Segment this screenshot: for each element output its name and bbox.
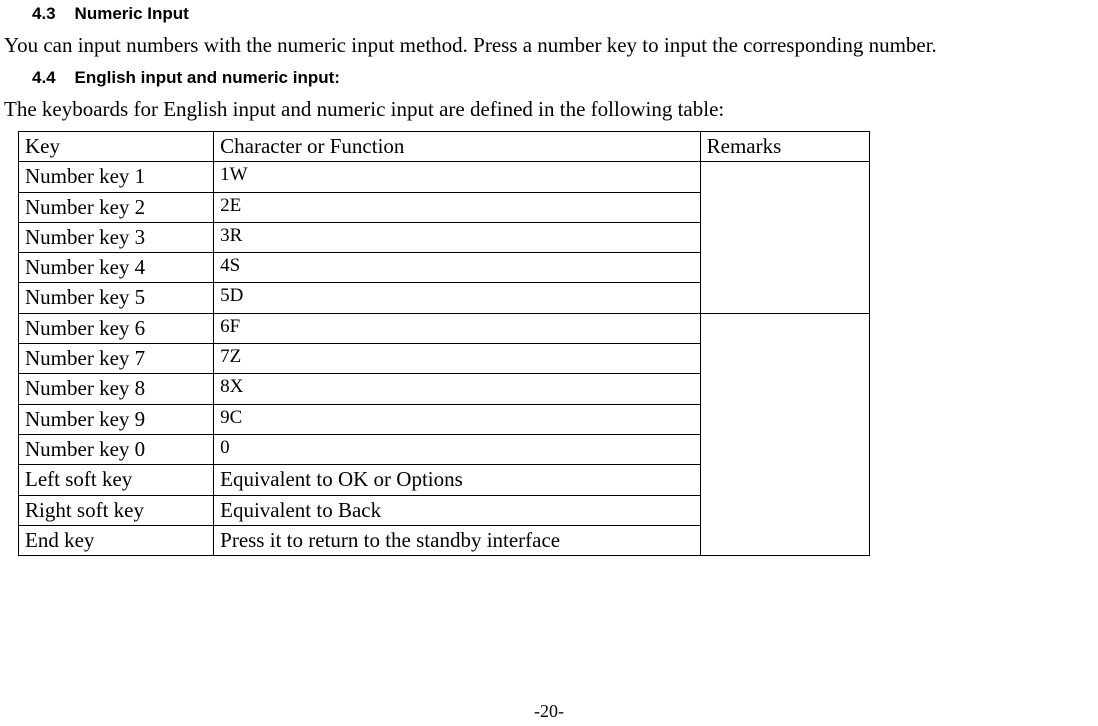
table-header-row: Key Character or Function Remarks bbox=[19, 132, 870, 162]
cell-fn: 0 bbox=[214, 434, 701, 464]
paragraph-4-4: The keyboards for English input and nume… bbox=[0, 94, 1098, 132]
cell-key: Number key 3 bbox=[19, 222, 214, 252]
cell-key: Number key 1 bbox=[19, 162, 214, 192]
cell-fn: 2E bbox=[214, 192, 701, 222]
key-table: Key Character or Function Remarks Number… bbox=[18, 131, 870, 556]
cell-remarks bbox=[700, 162, 869, 313]
header-remarks: Remarks bbox=[700, 132, 869, 162]
paragraph-4-3: You can input numbers with the numeric i… bbox=[0, 30, 1098, 68]
cell-fn: Equivalent to Back bbox=[214, 495, 701, 525]
cell-key: Number key 5 bbox=[19, 283, 214, 313]
header-function: Character or Function bbox=[214, 132, 701, 162]
section-title: English input and numeric input: bbox=[75, 68, 340, 87]
table-row: Number key 6 6F bbox=[19, 313, 870, 343]
cell-fn: 5D bbox=[214, 283, 701, 313]
cell-fn: 6F bbox=[214, 313, 701, 343]
cell-fn: 3R bbox=[214, 222, 701, 252]
document-page: 4.3 Numeric Input You can input numbers … bbox=[0, 0, 1098, 556]
cell-key: Number key 0 bbox=[19, 434, 214, 464]
table-row: Number key 1 1W bbox=[19, 162, 870, 192]
cell-key: Number key 2 bbox=[19, 192, 214, 222]
cell-fn: 4S bbox=[214, 253, 701, 283]
cell-key: Number key 7 bbox=[19, 344, 214, 374]
cell-fn: 8X bbox=[214, 374, 701, 404]
section-number: 4.3 bbox=[32, 4, 56, 23]
page-number: -20- bbox=[0, 701, 1098, 722]
cell-key: Number key 8 bbox=[19, 374, 214, 404]
cell-key: Left soft key bbox=[19, 465, 214, 495]
section-heading-4-3: 4.3 Numeric Input bbox=[0, 4, 1098, 30]
section-title: Numeric Input bbox=[75, 4, 189, 23]
cell-key: End key bbox=[19, 525, 214, 555]
cell-fn: 1W bbox=[214, 162, 701, 192]
cell-key: Number key 4 bbox=[19, 253, 214, 283]
cell-key: Number key 9 bbox=[19, 404, 214, 434]
cell-fn: 7Z bbox=[214, 344, 701, 374]
key-table-wrap: Key Character or Function Remarks Number… bbox=[0, 131, 1098, 556]
cell-key: Number key 6 bbox=[19, 313, 214, 343]
cell-fn: Equivalent to OK or Options bbox=[214, 465, 701, 495]
cell-key: Right soft key bbox=[19, 495, 214, 525]
header-key: Key bbox=[19, 132, 214, 162]
section-number: 4.4 bbox=[32, 68, 56, 87]
cell-remarks bbox=[700, 313, 869, 555]
section-heading-4-4: 4.4 English input and numeric input: bbox=[0, 68, 1098, 94]
cell-fn: 9C bbox=[214, 404, 701, 434]
cell-fn: Press it to return to the standby interf… bbox=[214, 525, 701, 555]
